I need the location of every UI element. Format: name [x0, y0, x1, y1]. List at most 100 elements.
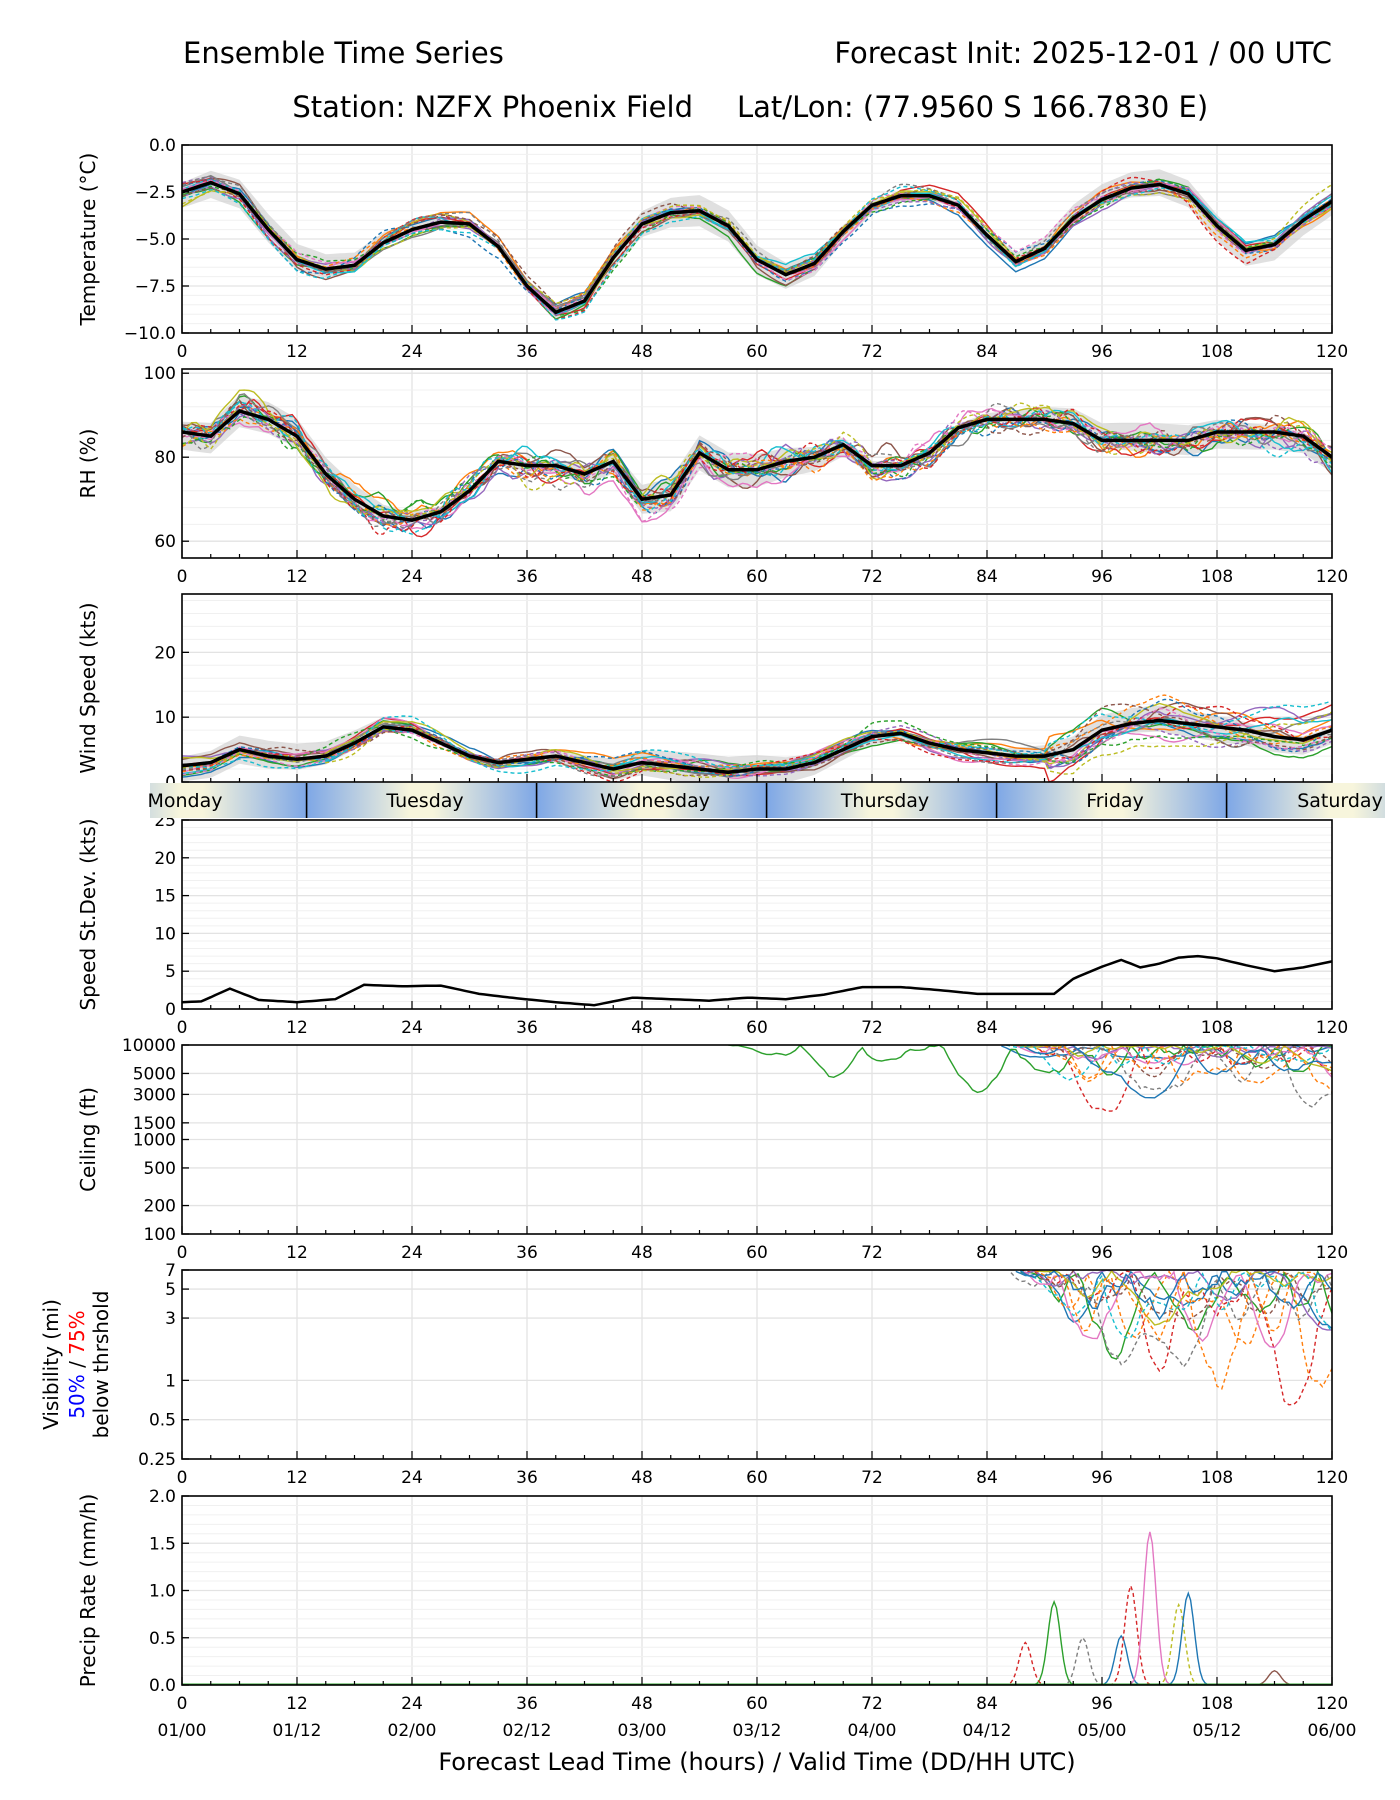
member-line-vis-8: [1034, 1270, 1332, 1326]
valid-time-label: 03/12: [733, 1721, 782, 1741]
x-tick-label-vis: 60: [746, 1468, 768, 1488]
x-tick-label-temp: 24: [401, 342, 423, 362]
vis-75-label: 75%: [65, 1310, 89, 1354]
x-tick-label-ceil: 120: [1316, 1243, 1348, 1263]
y-tick-label-precip: 2.0: [149, 1487, 176, 1507]
x-tick-label-sd: 0: [177, 1018, 188, 1038]
x-tick-label-rh: 48: [631, 567, 653, 587]
valid-time-label: 06/00: [1308, 1721, 1357, 1741]
y-tick-label-rh: 80: [154, 448, 176, 468]
x-tick-label-precip: 108: [1201, 1694, 1233, 1714]
member-line-temp-17: [182, 175, 1332, 311]
y-tick-label-vis: 0.5: [149, 1411, 176, 1431]
member-line-ceil-4: [1015, 1045, 1332, 1060]
x-tick-label-vis: 120: [1316, 1468, 1348, 1488]
panel-rh: 60 80 100 0 12 24 36 48 60 72 84 96 108 120 RH (%): [76, 364, 1348, 587]
member-line-vis-5: [1034, 1270, 1332, 1321]
latlon-label: Lat/Lon: (77.9560 S 166.7830 E): [737, 90, 1208, 124]
mean-line-sd: [182, 954, 1332, 1007]
y-axis-title-vis: Visibility (mi): [39, 1299, 63, 1430]
member-line-vis-10: [1020, 1270, 1332, 1321]
day-label-monday: Monday: [147, 790, 222, 812]
x-tick-label-ceil: 48: [631, 1243, 653, 1263]
y-tick-label-precip: 0.5: [149, 1629, 176, 1649]
day-segment-5: [1226, 783, 1385, 818]
panels: −10.0−7.5−5.0−2.50.00 12 24 36 48 60 72 84 96 108…: [39, 136, 1357, 1741]
x-tick-label-temp: 72: [861, 342, 883, 362]
x-tick-label-rh: 24: [401, 567, 423, 587]
y-tick-label-vis: 0.25: [138, 1450, 176, 1470]
x-tick-label-sd: 12: [286, 1018, 308, 1038]
x-tick-label-precip: 60: [746, 1694, 768, 1714]
x-tick-label-ceil: 108: [1201, 1243, 1233, 1263]
plot-area-sd: [182, 954, 1332, 1007]
day-band: Monday Tuesday Wednesday Thursday Friday Satu…: [147, 783, 1385, 818]
x-tick-label-precip: 12: [286, 1694, 308, 1714]
member-line-rh-18: [182, 402, 1332, 519]
grid-precip: [181, 1495, 1333, 1686]
member-line-wind-12: [182, 720, 1332, 777]
y-tick-label-rh: 60: [154, 532, 176, 552]
y-tick-label-vis: 1: [165, 1371, 176, 1391]
member-line-vis-9: [1020, 1270, 1332, 1339]
title-right: Forecast Init: 2025-12-01 / 00 UTC: [834, 36, 1332, 70]
x-axis-title: Forecast Lead Time (hours) / Valid Time …: [438, 1748, 1075, 1776]
x-tick-label-sd: 96: [1091, 1018, 1113, 1038]
panel-vis: 0.25 0.5 1 3 57 0 12 24 36 48 60 72 84 96 108 120 Visibi…: [39, 1261, 1348, 1488]
x-tick-label-precip: 72: [861, 1694, 883, 1714]
plot-area-ceil: [728, 1045, 1332, 1112]
y-tick-label-precip: 1.5: [149, 1534, 176, 1554]
day-label-friday: Friday: [1086, 790, 1144, 812]
y-tick-label-sd: 5: [165, 962, 176, 982]
x-tick-label-vis: 12: [286, 1468, 308, 1488]
valid-time-label: 02/12: [503, 1721, 552, 1741]
y-axis-title-wind: Wind Speed (kts): [76, 602, 100, 773]
x-tick-label-ceil: 0: [177, 1243, 188, 1263]
y-tick-label-ceil: 10000: [122, 1036, 176, 1056]
x-tick-label-sd: 48: [631, 1018, 653, 1038]
panel-wind: 0102001224364860728496108120Wind Speed (…: [76, 593, 1348, 811]
x-tick-label-vis: 84: [976, 1468, 998, 1488]
x-tick-label-vis: 24: [401, 1468, 423, 1488]
x-tick-label-temp: 12: [286, 342, 308, 362]
member-line-rh-3: [182, 398, 1332, 538]
x-tick-label-precip: 48: [631, 1694, 653, 1714]
member-line-wind-15: [182, 703, 1332, 779]
member-line-temp-18: [182, 184, 1332, 305]
y-tick-label-vis: 3: [165, 1309, 176, 1329]
x-tick-label-temp: 36: [516, 342, 538, 362]
mean-line-rh: [182, 409, 1332, 522]
y-tick-label-ceil: 100: [144, 1225, 176, 1245]
member-line-wind-18: [182, 711, 1332, 778]
y-axis-title-sd: Speed St.Dev. (kts): [76, 818, 100, 1010]
x-tick-label-rh: 108: [1201, 567, 1233, 587]
y-tick-label-ceil: 1000: [133, 1131, 176, 1151]
x-tick-label-precip: 84: [976, 1694, 998, 1714]
x-tick-label-ceil: 72: [861, 1243, 883, 1263]
member-line-ceil-2: [728, 1045, 1332, 1094]
x-tick-label-sd: 108: [1201, 1018, 1233, 1038]
member-line-ceil-7: [1044, 1045, 1332, 1109]
y-tick-label-wind: 10: [154, 708, 176, 728]
y-tick-label-vis: 7: [165, 1261, 176, 1281]
member-line-ceil-9: [1006, 1045, 1332, 1081]
vis-50-label: 50%: [65, 1374, 89, 1418]
y-tick-label-sd: 10: [154, 924, 176, 944]
x-tick-label-sd: 72: [861, 1018, 883, 1038]
y-axis-title-rh: RH (%): [76, 429, 100, 499]
valid-time-labels: 01/00 01/12 02/00 02/12 03/00 03/12 04/00 04/12…: [158, 1721, 1357, 1741]
y-tick-label-temp: −2.5: [135, 183, 176, 203]
panel-precip: 0.0 0.5 1.0 1.5 2.0 0 12 24 36 48 60 72 84 96 108 120 Pr…: [76, 1487, 1348, 1714]
x-tick-label-vis: 96: [1091, 1468, 1113, 1488]
x-tick-label-vis: 72: [861, 1468, 883, 1488]
y-axis-title-temp: Temperature (°C): [76, 153, 100, 327]
x-tick-label-ceil: 84: [976, 1243, 998, 1263]
y-axis-title-precip: Precip Rate (mm/h): [76, 1494, 100, 1688]
x-tick-label-sd: 84: [976, 1018, 998, 1038]
member-line-vis-11: [1034, 1270, 1332, 1390]
x-tick-label-rh: 72: [861, 567, 883, 587]
y-tick-label-temp: 0.0: [149, 136, 176, 156]
x-tick-label-temp: 60: [746, 342, 768, 362]
member-line-rh-2: [182, 395, 1332, 513]
